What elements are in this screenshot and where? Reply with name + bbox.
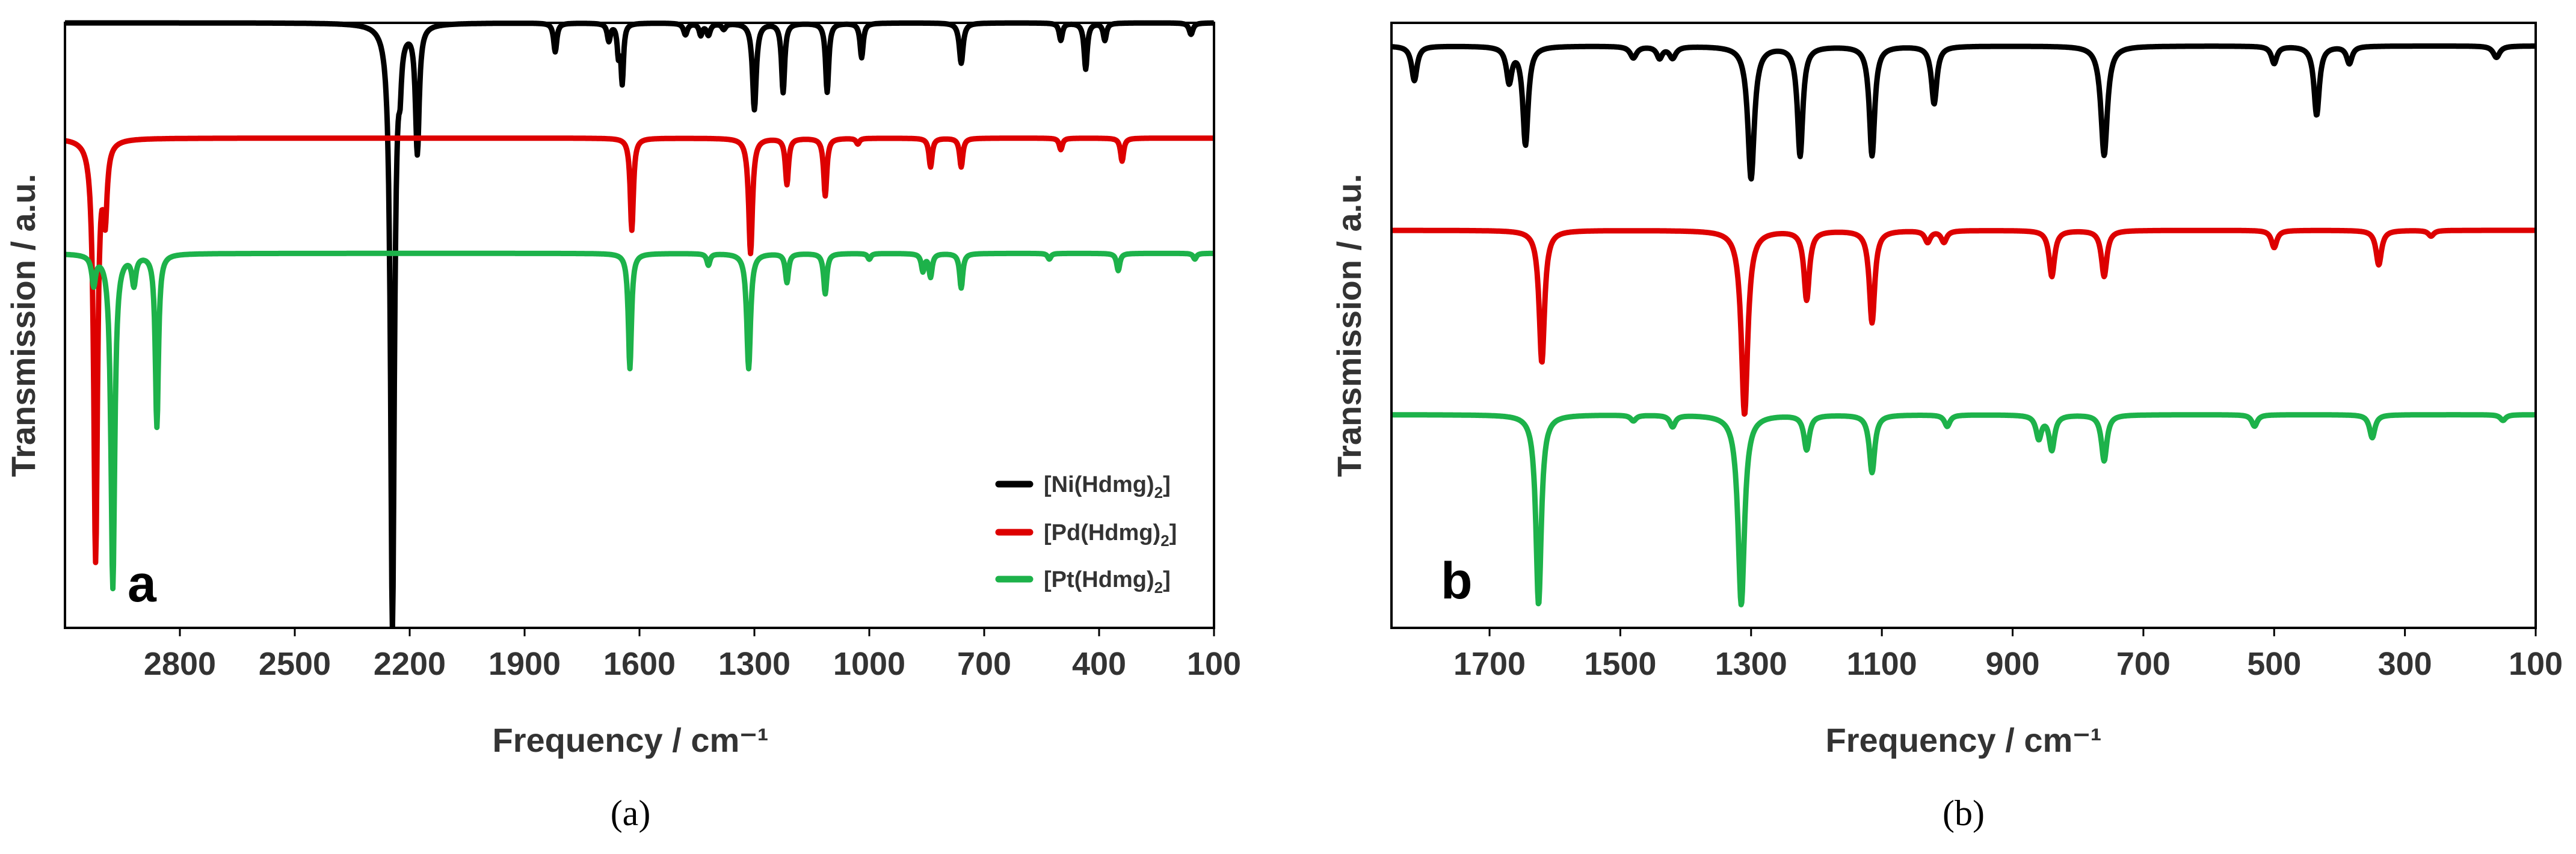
- panel-b-x-tick-label-3: 1100: [1847, 646, 1917, 682]
- panel-a-letter: a: [128, 555, 157, 613]
- panel-a-x-tick-label-8: 400: [1072, 646, 1126, 682]
- panel-b-x-tick-label-1: 1500: [1584, 646, 1656, 682]
- panel-a-x-tick-label-3: 1900: [488, 646, 561, 682]
- panel-b-x-tick-label-7: 300: [2378, 646, 2432, 682]
- panel-a-x-tick-label-4: 1600: [603, 646, 676, 682]
- panel-a-caption: (a): [611, 793, 651, 833]
- panel-a-plot-frame: [64, 22, 1215, 629]
- panel-b-caption: (b): [1943, 793, 1985, 833]
- panel-a-x-ticks: 2800 2500 2200 1900 1600 1300 1000 700 400 100: [144, 628, 1241, 682]
- panel-b-x-axis-title: Frequency / cm⁻¹: [1825, 721, 2101, 759]
- legend-item-pd: [Pd(Hdmg)2]: [995, 520, 1177, 550]
- panel-a-y-axis-title: Transmission / a.u.: [4, 174, 42, 477]
- panel-a-series-line-1: [65, 135, 1214, 565]
- panel-a: 2800 2500 2200 1900 1600 1300 1000 700 400 100 Fr…: [4, 20, 1241, 833]
- panel-a-series-line-2: [65, 250, 1214, 592]
- panel-b-series-line-2: [1391, 412, 2536, 607]
- panel-a-x-tick-label-7: 700: [957, 646, 1011, 682]
- legend-label-ni: [Ni(Hdmg)2]: [1044, 472, 1171, 502]
- panel-b-x-tick-label-0: 1700: [1453, 646, 1526, 682]
- panel-a-x-tick-label-2: 2200: [374, 646, 446, 682]
- panel-b-x-ticks: 1700 1500 1300 1100 900 700 500 300 100: [1453, 628, 2563, 682]
- panel-b-x-tick-label-2: 1300: [1715, 646, 1787, 682]
- panel-b-series-line-0: [1391, 43, 2536, 182]
- panel-a-legend: [Ni(Hdmg)2] [Pd(Hdmg)2] [Pt(Hdmg)2]: [995, 472, 1177, 597]
- panel-b-series-group: [1391, 43, 2536, 607]
- panel-b-plot-frame: [1390, 22, 2537, 629]
- panel-a-x-tick-label-6: 1000: [833, 646, 905, 682]
- panel-a-x-tick-label-9: 100: [1187, 646, 1241, 682]
- panel-b-x-tick-label-6: 500: [2247, 646, 2301, 682]
- panel-a-x-tick-label-5: 1300: [718, 646, 790, 682]
- panel-b: 1700 1500 1300 1100 900 700 500 300 100 Frequenc…: [1330, 22, 2563, 833]
- panel-a-series-line-0: [65, 20, 1214, 628]
- panel-b-y-axis-title: Transmission / a.u.: [1330, 174, 1368, 477]
- panel-a-x-tick-label-1: 2500: [259, 646, 331, 682]
- panel-a-x-tick-label-0: 2800: [144, 646, 216, 682]
- panel-b-x-tick-label-4: 900: [1985, 646, 2039, 682]
- legend-label-pt: [Pt(Hdmg)2]: [1044, 567, 1171, 597]
- panel-b-x-tick-label-5: 700: [2116, 646, 2171, 682]
- panel-b-x-tick-label-8: 100: [2509, 646, 2563, 682]
- legend-label-pd: [Pd(Hdmg)2]: [1044, 520, 1177, 550]
- legend-item-pt: [Pt(Hdmg)2]: [995, 567, 1171, 597]
- panel-b-series-line-1: [1391, 227, 2536, 417]
- legend-item-ni: [Ni(Hdmg)2]: [995, 472, 1171, 502]
- panel-a-x-axis-title: Frequency / cm⁻¹: [492, 721, 768, 759]
- panel-b-letter: b: [1441, 552, 1473, 610]
- panel-a-series-group: [65, 20, 1214, 628]
